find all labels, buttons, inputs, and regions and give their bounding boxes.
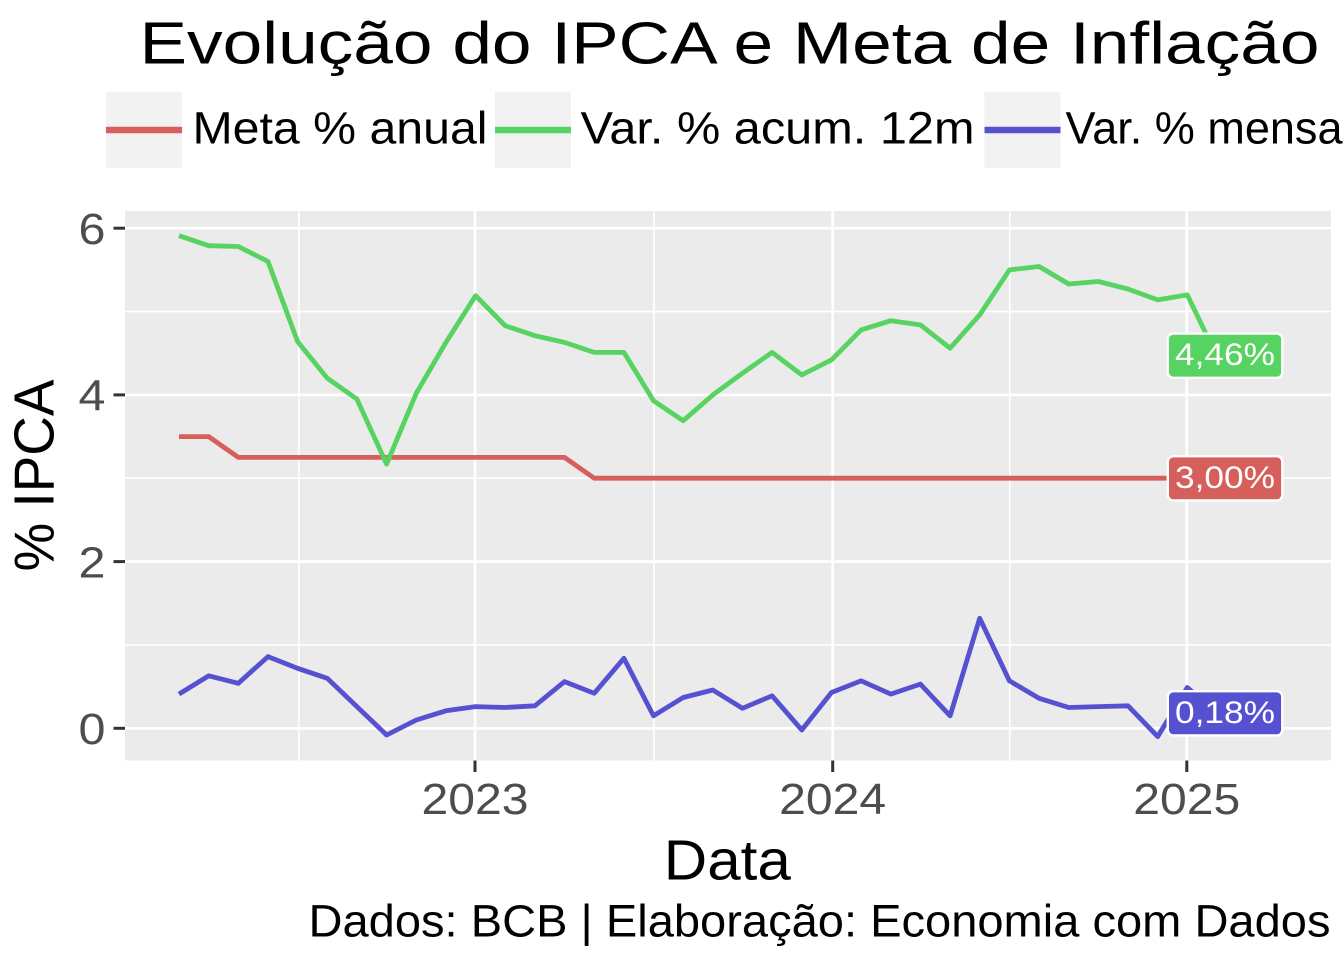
- svg-text:Dados: BCB | Elaboração: Econo: Dados: BCB | Elaboração: Economia com Da…: [309, 896, 1331, 947]
- svg-text:3,00%: 3,00%: [1175, 459, 1275, 495]
- svg-text:0: 0: [79, 705, 106, 754]
- svg-text:2: 2: [79, 538, 106, 587]
- svg-text:% IPCA: % IPCA: [3, 380, 67, 572]
- svg-text:6: 6: [79, 205, 106, 254]
- svg-text:4: 4: [79, 372, 106, 421]
- svg-text:2024: 2024: [779, 775, 886, 824]
- svg-text:4,46%: 4,46%: [1175, 336, 1275, 372]
- svg-text:Data: Data: [664, 828, 791, 892]
- svg-text:Evolução do IPCA e Meta de Inf: Evolução do IPCA e Meta de Inflação: [140, 11, 1320, 77]
- svg-text:Var. % mensal: Var. % mensal: [1066, 103, 1344, 154]
- svg-text:Var. % acum. 12m: Var. % acum. 12m: [581, 103, 975, 154]
- svg-text:2025: 2025: [1133, 775, 1240, 824]
- svg-text:0,18%: 0,18%: [1175, 694, 1275, 730]
- svg-text:Meta % anual: Meta % anual: [193, 103, 488, 154]
- svg-text:2023: 2023: [422, 775, 529, 824]
